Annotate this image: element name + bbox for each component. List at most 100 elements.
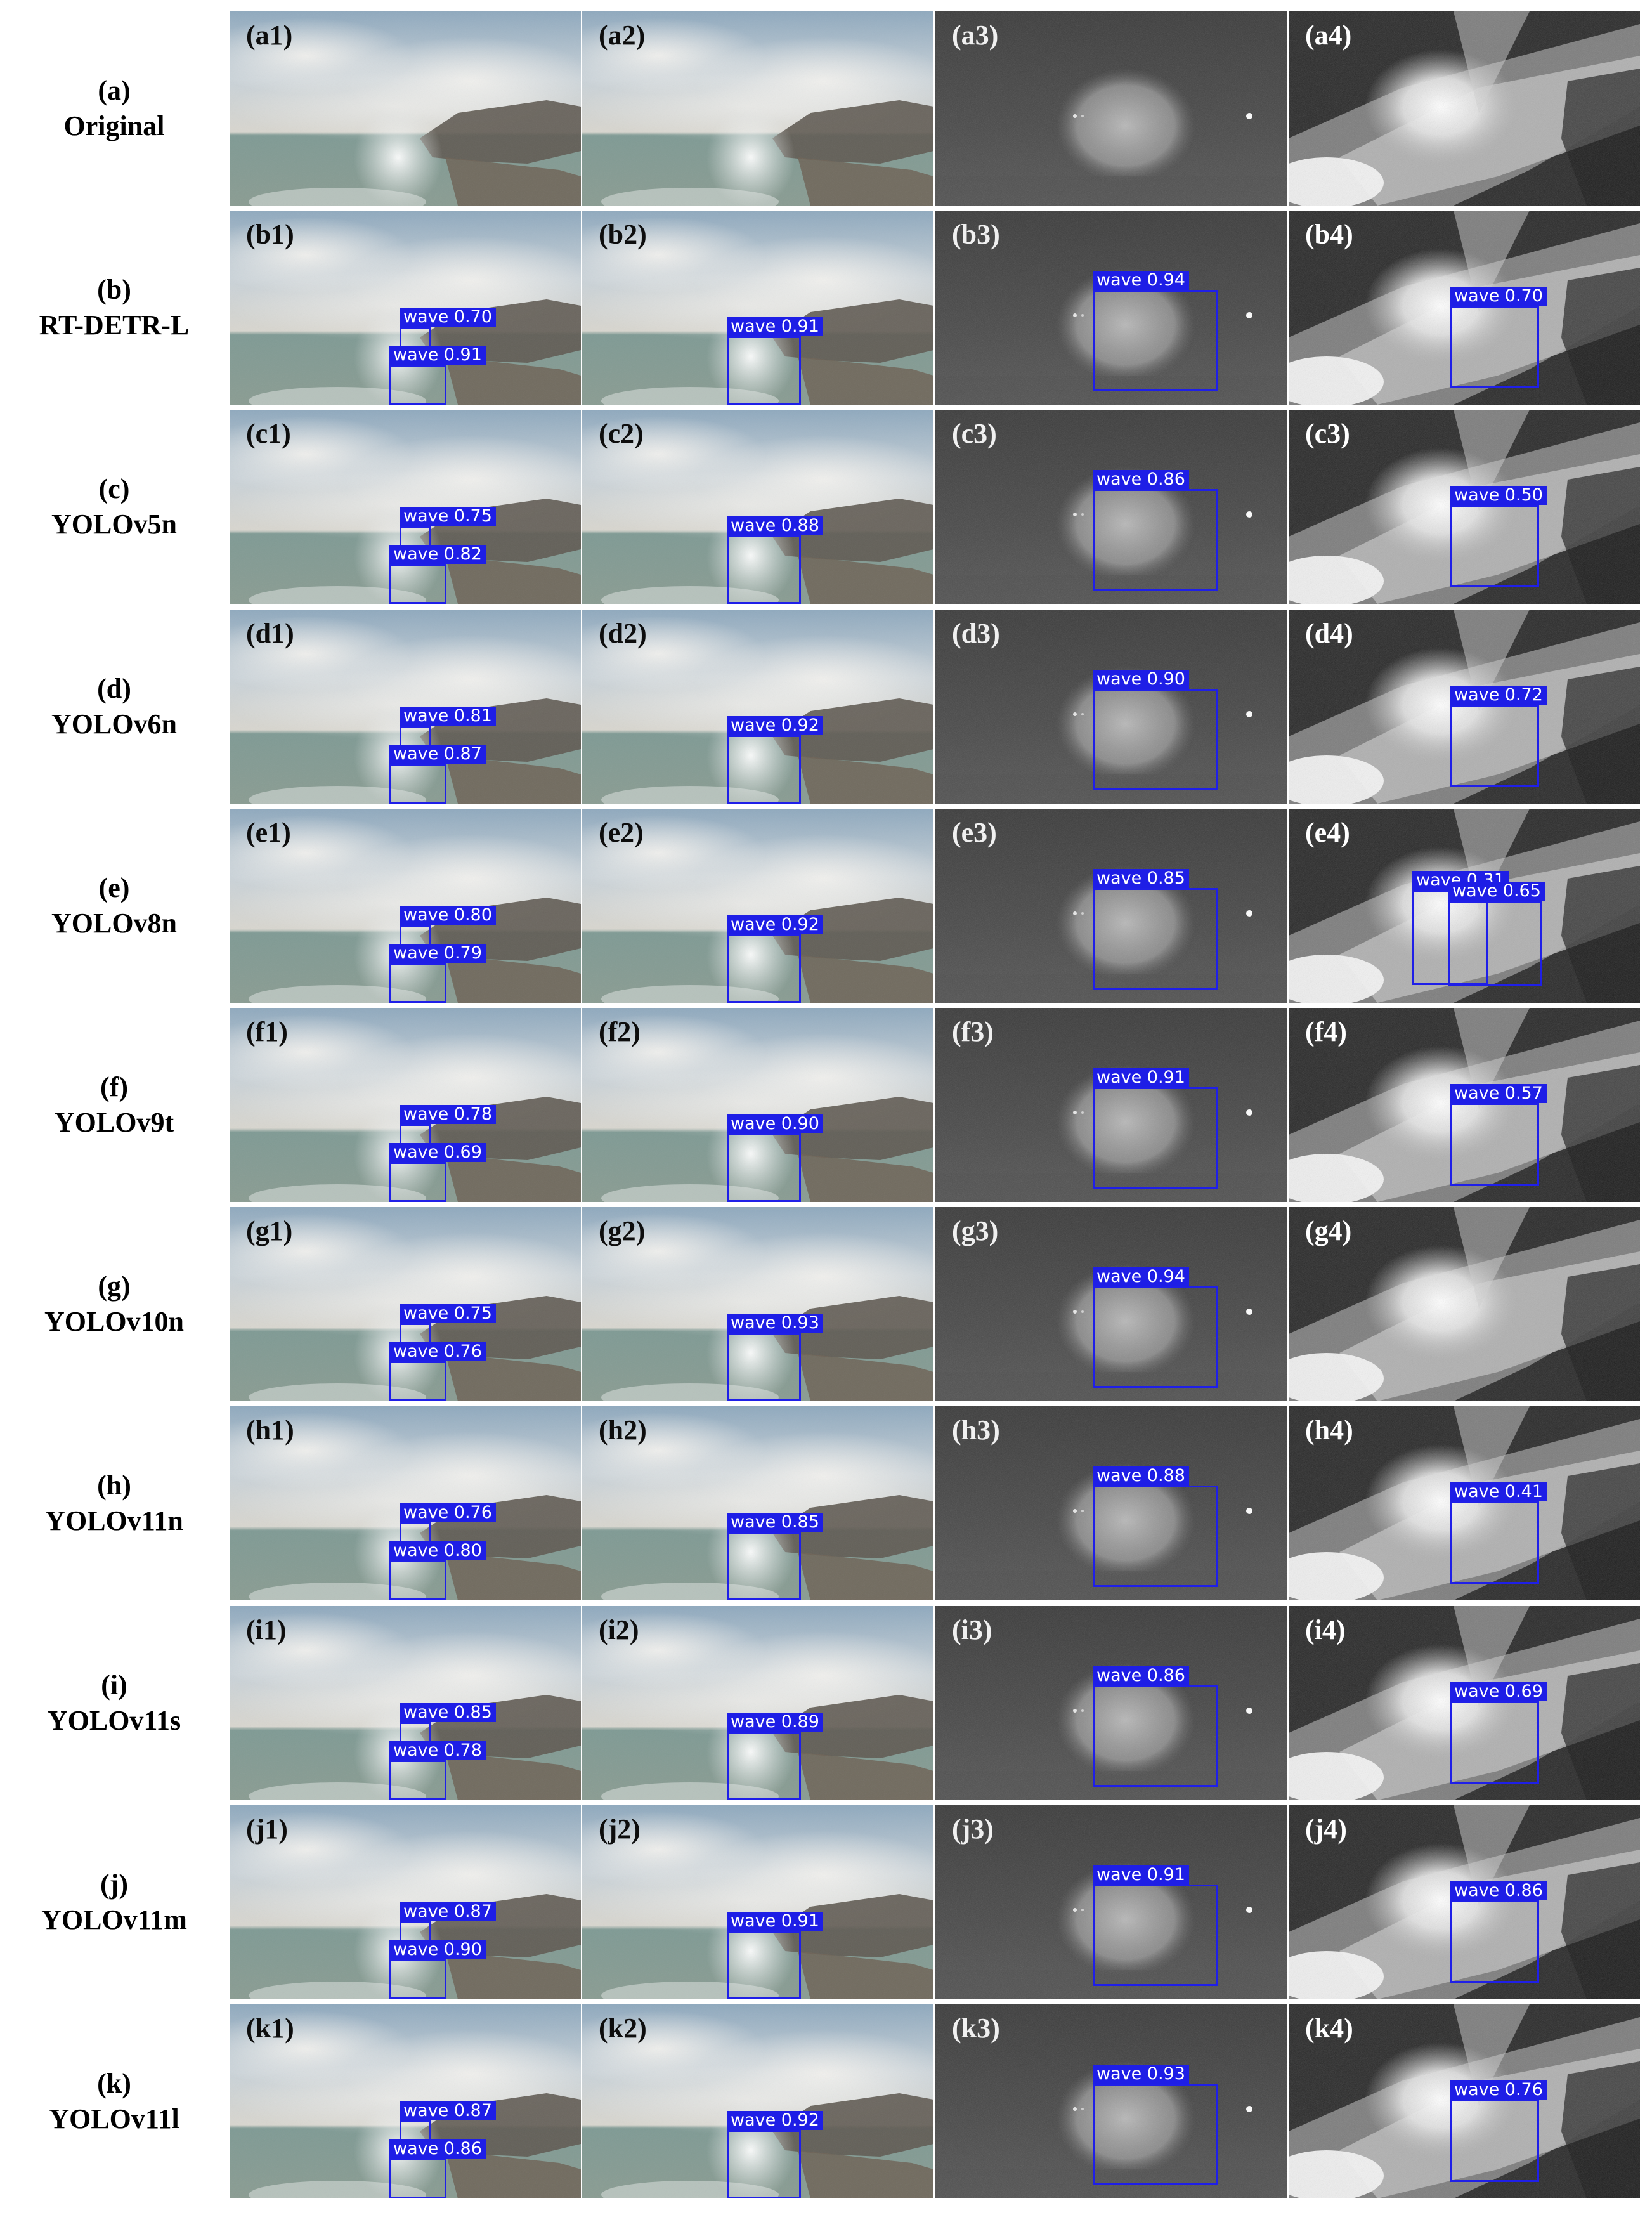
detection-label: wave 0.92	[727, 715, 823, 735]
detection-label: wave 0.88	[1093, 1466, 1189, 1486]
panel-tag: (a4)	[1305, 20, 1352, 51]
image-cell-k4: (k4) wave 0.76	[1289, 2004, 1640, 2198]
image-cell-d4: (d4) wave 0.72	[1289, 609, 1640, 804]
row-label-h: (h) YOLOv11n	[0, 1468, 228, 1539]
detection-box: wave 0.75	[400, 1304, 496, 1358]
panel-tag: (i2)	[599, 1614, 639, 1645]
row-label-model: YOLOv9t	[54, 1107, 174, 1138]
panel-tag: (b1)	[246, 219, 294, 251]
panel-tag: (g3)	[952, 1215, 999, 1247]
row-label-letter: (f)	[100, 1071, 128, 1102]
row-label-e: (e) YOLOv8n	[0, 870, 228, 941]
row-label-letter: (i)	[101, 1669, 127, 1701]
detection-label: wave 0.75	[400, 507, 496, 526]
image-cell-e4: (e4) wave 0.31 wave 0.65	[1289, 808, 1640, 1003]
detection-label: wave 0.86	[1093, 470, 1189, 490]
row-label-g: (g) YOLOv10n	[0, 1269, 228, 1340]
detection-box: wave 0.57	[1450, 1084, 1547, 1186]
detection-label: wave 0.76	[400, 1503, 496, 1523]
image-cell-a2: (a2)	[582, 11, 933, 206]
detection-box: wave 0.87	[400, 1902, 496, 1956]
detection-label: wave 0.85	[1093, 868, 1189, 888]
image-cell-i4: (i4) wave 0.69	[1289, 1605, 1640, 1800]
detection-label: wave 0.91	[1093, 1865, 1189, 1885]
panel-tag: (j1)	[246, 1813, 288, 1845]
image-cell-a3: (a3)	[935, 11, 1287, 206]
panel-tag: (f1)	[246, 1016, 288, 1047]
panel-tag: (i4)	[1305, 1614, 1346, 1645]
detection-label: wave 0.86	[389, 2139, 486, 2159]
panel-tag: (b3)	[952, 219, 1000, 251]
detection-label: wave 0.86	[1093, 1666, 1189, 1685]
row-label-c: (c) YOLOv5n	[0, 471, 228, 542]
row-label-a: (a) Original	[0, 73, 228, 144]
detection-box: wave 0.86	[1450, 1881, 1547, 1983]
detection-box: wave 0.79	[389, 943, 486, 1003]
detection-box: wave 0.88	[727, 516, 823, 604]
row-label-k: (k) YOLOv11l	[0, 2066, 228, 2137]
panel-tag: (k2)	[599, 2013, 647, 2044]
image-cell-b2: (b2) wave 0.91	[582, 211, 933, 405]
detection-box: wave 0.91	[1093, 1068, 1218, 1189]
detection-box: wave 0.92	[727, 2111, 823, 2198]
image-cell-f4: (f4) wave 0.57	[1289, 1008, 1640, 1202]
row-label-model: YOLOv11s	[47, 1704, 181, 1736]
image-cell-d3: (d3) wave 0.90	[935, 609, 1287, 804]
detection-label: wave 0.94	[1093, 1267, 1189, 1287]
image-cell-d1: (d1) wave 0.81 wave 0.87	[230, 609, 581, 804]
detection-box: wave 0.92	[727, 715, 823, 804]
panel-tag: (d1)	[246, 617, 294, 649]
detection-box: wave 0.41	[1450, 1482, 1547, 1584]
panel-tag: (k1)	[246, 2013, 294, 2044]
detection-box: wave 0.81	[400, 706, 496, 760]
row-label-d: (d) YOLOv6n	[0, 671, 228, 742]
detection-box: wave 0.78	[400, 1105, 496, 1158]
panel-tag: (k3)	[952, 2013, 1000, 2044]
row-label-letter: (a)	[98, 75, 131, 106]
detection-box: wave 0.70	[1450, 287, 1547, 389]
detection-box: wave 0.90	[1093, 669, 1218, 790]
detection-label: wave 0.90	[389, 1940, 486, 1959]
detection-label: wave 0.69	[1450, 1682, 1547, 1701]
detection-label: wave 0.72	[1450, 685, 1547, 705]
panel-tag: (b2)	[599, 219, 647, 251]
detection-box: wave 0.86	[1093, 1666, 1218, 1787]
image-cell-j4: (j4) wave 0.86	[1289, 1805, 1640, 1999]
image-cell-g3: (g3) wave 0.94	[935, 1207, 1287, 1402]
panel-tag: (j3)	[952, 1813, 994, 1845]
panel-tag: (h4)	[1305, 1414, 1353, 1446]
detection-label: wave 0.70	[1450, 287, 1547, 306]
detection-box: wave 0.94	[1093, 1267, 1218, 1388]
row-label-letter: (g)	[98, 1271, 131, 1302]
detection-box: wave 0.91	[727, 1911, 823, 1999]
panel-tag: (d2)	[599, 617, 647, 649]
row-label-letter: (k)	[97, 2068, 131, 2099]
detection-box: wave 0.94	[1093, 271, 1218, 392]
detection-box: wave 0.75	[400, 507, 496, 561]
image-cell-k2: (k2) wave 0.92	[582, 2004, 933, 2198]
detection-box: wave 0.82	[389, 545, 486, 604]
row-label-model: YOLOv11l	[49, 2103, 179, 2134]
image-cell-i3: (i3) wave 0.86	[935, 1605, 1287, 1800]
panel-tag: (c1)	[246, 418, 291, 450]
detection-box: wave 0.93	[1093, 2065, 1218, 2185]
detection-box: wave 0.86	[389, 2139, 486, 2198]
detection-label: wave 0.91	[389, 346, 486, 365]
detection-label: wave 0.70	[400, 308, 496, 327]
panel-tag: (g4)	[1305, 1215, 1352, 1247]
detection-label: wave 0.88	[727, 516, 823, 536]
image-cell-c4: (c3) wave 0.50	[1289, 410, 1640, 604]
image-cell-h4: (h4) wave 0.41	[1289, 1406, 1640, 1601]
image-cell-b4: (b4) wave 0.70	[1289, 211, 1640, 405]
panel-tag: (f3)	[952, 1016, 994, 1047]
detection-box: wave 0.89	[727, 1712, 823, 1800]
panel-tag: (h3)	[952, 1414, 1000, 1446]
row-label-letter: (j)	[100, 1868, 128, 1900]
image-cell-j2: (j2) wave 0.91	[582, 1805, 933, 1999]
detection-box: wave 0.88	[1093, 1466, 1218, 1588]
image-cell-c1: (c1) wave 0.75 wave 0.82	[230, 410, 581, 604]
detection-box: wave 0.65	[1448, 881, 1545, 986]
panel-tag: (e3)	[952, 816, 997, 848]
detection-label: wave 0.81	[400, 706, 496, 726]
